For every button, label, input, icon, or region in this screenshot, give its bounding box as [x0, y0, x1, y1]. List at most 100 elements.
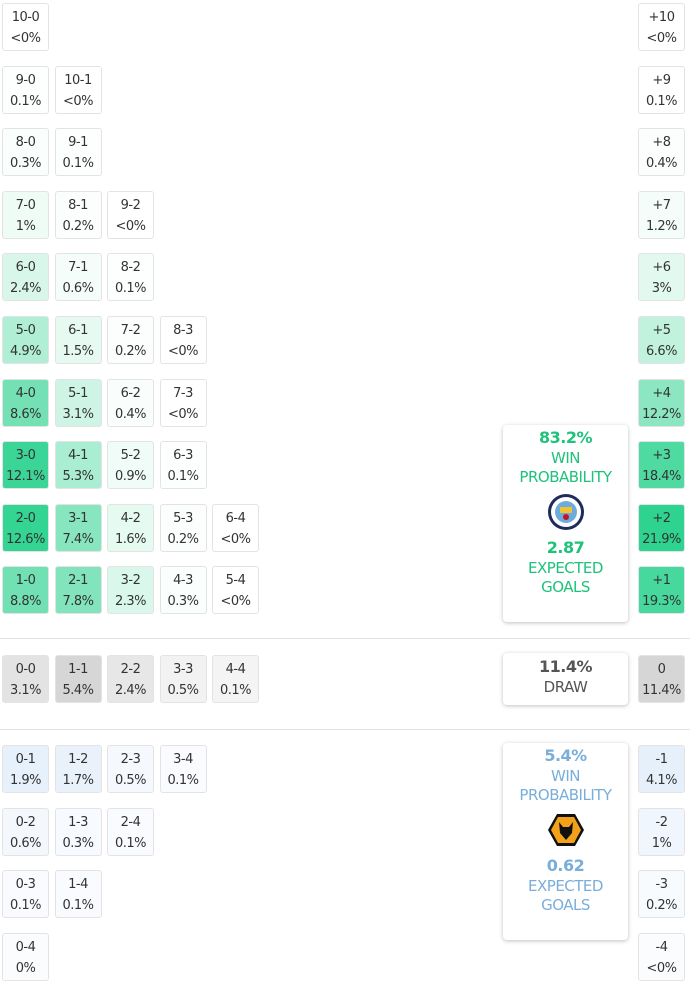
score-cell: 2-4 0.1%	[107, 808, 154, 856]
score-cell: 2-2 2.4%	[107, 655, 154, 703]
score-label: 3-4	[173, 752, 193, 767]
score-label: 2-4	[120, 815, 141, 830]
score-label: 6-4	[225, 511, 246, 526]
goal-difference-cell: +5 6.6%	[638, 316, 685, 364]
goal-difference-probability: 11.4%	[642, 683, 681, 698]
score-probability: 0.3%	[62, 836, 94, 851]
score-cell: 1-4 0.1%	[54, 870, 102, 918]
goal-difference-label: -4	[655, 940, 668, 955]
goal-difference-cell: +9 0.1%	[638, 66, 685, 114]
home-xg-label: GOALS	[541, 578, 590, 596]
goal-difference-label: +9	[652, 73, 671, 88]
score-cell: 1-3 0.3%	[54, 808, 102, 856]
score-label: 5-3	[173, 511, 193, 526]
score-probability: 0.1%	[167, 773, 199, 788]
score-label: 0-2	[15, 815, 36, 830]
score-cell: 5-4 <0%	[212, 566, 259, 614]
score-label: 4-4	[225, 662, 246, 677]
score-probability: 12.1%	[6, 469, 45, 484]
score-cell: 5-3 0.2%	[159, 504, 207, 552]
score-cell: 4-2 1.6%	[107, 504, 154, 552]
score-cell: 8-0 0.3%	[2, 128, 49, 176]
score-cell: 0-0 3.1%	[2, 655, 49, 703]
score-probability: <0%	[62, 94, 94, 109]
score-label: 1-0	[15, 573, 36, 588]
score-probability: 0.2%	[62, 219, 94, 234]
score-probability: 0.6%	[62, 281, 94, 296]
goal-difference-probability: 21.9%	[642, 532, 681, 547]
home-xg: 2.87	[546, 538, 585, 557]
score-probability: 0.2%	[114, 344, 147, 359]
score-probability: 5.3%	[62, 469, 94, 484]
score-probability: 0.2%	[167, 532, 199, 547]
score-cell: 0-3 0.1%	[2, 870, 49, 918]
away-win-label: PROBABILITY	[519, 786, 612, 804]
divider	[0, 638, 690, 639]
score-probability: 0.1%	[62, 898, 94, 913]
score-label: 8-0	[15, 135, 36, 150]
score-probability: 8.6%	[9, 407, 42, 422]
draw-pct: 11.4%	[538, 657, 593, 676]
score-probability: 0.3%	[167, 594, 199, 609]
score-cell: 7-3 <0%	[159, 379, 207, 427]
goal-difference-cell: 0 11.4%	[638, 655, 685, 703]
score-label: 0-3	[15, 877, 36, 892]
score-probability: 8.8%	[9, 594, 42, 609]
score-cell: 0-1 1.9%	[2, 745, 49, 793]
score-probability: 2.3%	[114, 594, 147, 609]
score-label: 2-2	[120, 662, 141, 677]
goal-difference-probability: 4.1%	[645, 773, 678, 788]
score-probability: <0%	[10, 31, 41, 46]
score-cell: 8-1 0.2%	[54, 191, 102, 239]
score-label: 4-3	[173, 573, 193, 588]
goal-difference-label: +4	[652, 386, 671, 401]
goal-difference-cell: -3 0.2%	[638, 870, 685, 918]
score-probability: 0.5%	[114, 773, 147, 788]
goal-difference-label: +8	[652, 135, 671, 150]
goal-difference-cell: +1 19.3%	[638, 566, 685, 614]
score-cell: 9-2 <0%	[107, 191, 154, 239]
score-cell: 3-2 2.3%	[107, 566, 154, 614]
score-cell: 5-2 0.9%	[107, 441, 154, 489]
away-xg: 0.62	[546, 856, 585, 875]
goal-difference-label: +10	[648, 10, 675, 25]
score-label: 4-0	[15, 386, 36, 401]
goal-difference-cell: +8 0.4%	[638, 128, 685, 176]
score-probability: 0.3%	[9, 156, 42, 171]
score-probability: 0.1%	[9, 94, 42, 109]
score-label: 5-2	[120, 448, 141, 463]
score-probability: 4.9%	[9, 344, 42, 359]
score-label: 8-3	[173, 323, 193, 338]
home-win-label: WIN	[551, 449, 580, 467]
wolves-crest-icon	[547, 814, 584, 846]
home-xg-label: EXPECTED	[528, 559, 603, 577]
score-cell: 3-3 0.5%	[159, 655, 207, 703]
score-label: 1-2	[68, 752, 88, 767]
score-label: 1-3	[68, 815, 88, 830]
goal-difference-label: +5	[652, 323, 671, 338]
score-probability: 0.6%	[9, 836, 42, 851]
score-label: 7-3	[173, 386, 193, 401]
draw-label: DRAW	[543, 678, 588, 696]
score-label: 3-0	[15, 448, 36, 463]
score-label: 10-0	[11, 10, 40, 25]
score-probability: <0%	[220, 532, 251, 547]
score-probability: 0.1%	[114, 836, 147, 851]
score-label: 9-0	[15, 73, 36, 88]
score-probability: 0.9%	[114, 469, 147, 484]
score-cell: 10-1 <0%	[54, 66, 102, 114]
goal-difference-cell: +3 18.4%	[638, 441, 685, 489]
score-label: 8-1	[68, 198, 88, 213]
score-label: 3-1	[68, 511, 88, 526]
score-cell: 6-4 <0%	[212, 504, 259, 552]
score-probability: 12.6%	[6, 532, 45, 547]
away-win-pct: 5.4%	[544, 746, 587, 765]
score-probability: 0.1%	[114, 281, 147, 296]
score-cell: 3-0 12.1%	[2, 441, 49, 489]
score-cell: 5-0 4.9%	[2, 316, 49, 364]
score-label: 3-3	[173, 662, 193, 677]
score-cell: 4-3 0.3%	[159, 566, 207, 614]
score-label: 6-2	[120, 386, 141, 401]
score-cell: 6-1 1.5%	[54, 316, 102, 364]
score-cell: 3-4 0.1%	[159, 745, 207, 793]
